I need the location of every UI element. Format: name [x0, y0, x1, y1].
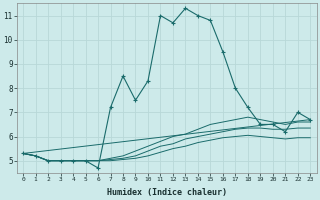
X-axis label: Humidex (Indice chaleur): Humidex (Indice chaleur)	[107, 188, 227, 197]
